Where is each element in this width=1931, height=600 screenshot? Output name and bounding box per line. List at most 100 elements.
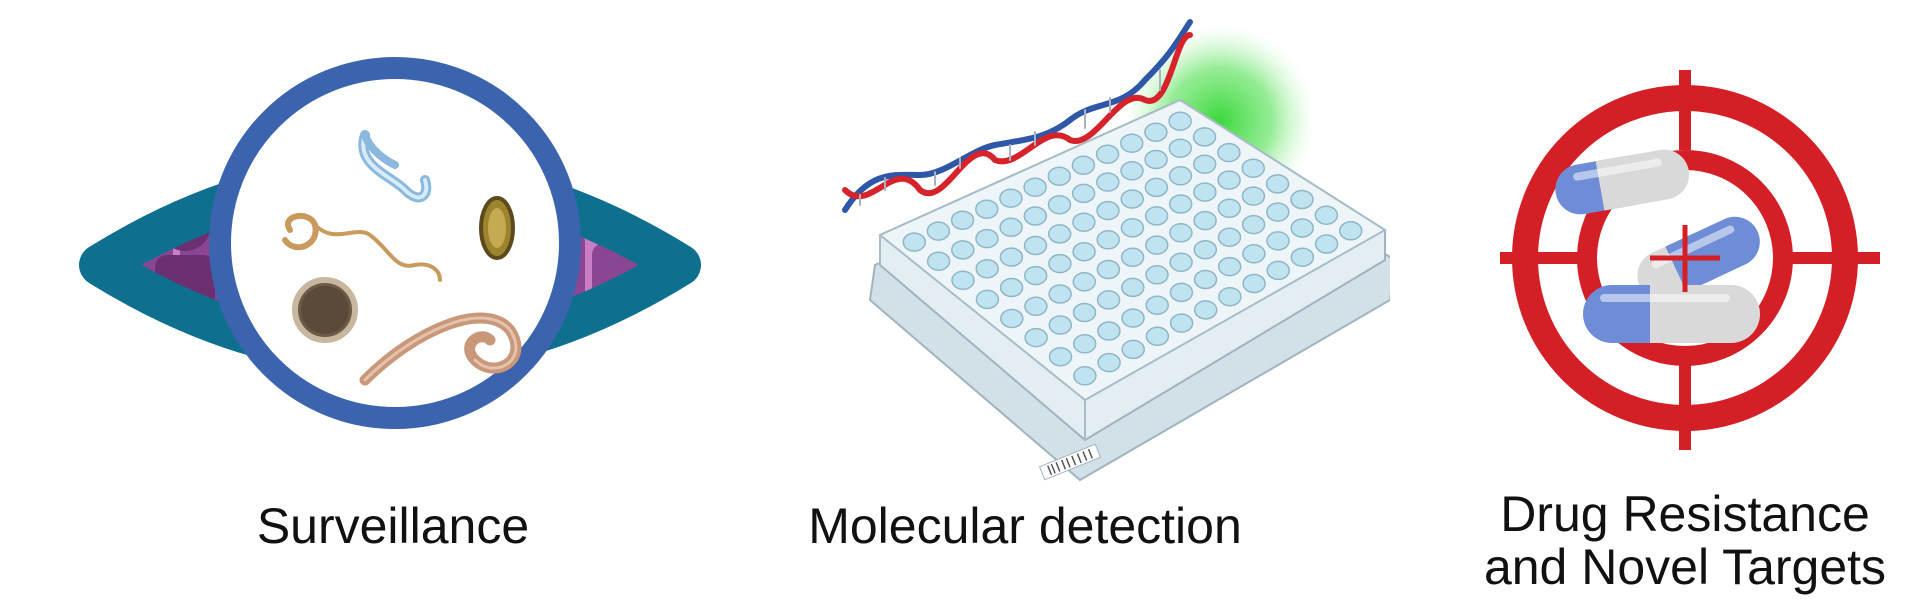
crosshair	[1500, 70, 1880, 450]
plate-well	[1168, 111, 1192, 131]
plate-well	[1193, 239, 1218, 260]
plate-well	[1073, 366, 1097, 386]
plate-well	[1120, 189, 1144, 209]
plate-well	[1096, 200, 1120, 221]
plate-well	[1095, 144, 1120, 164]
plate-well	[1048, 284, 1072, 304]
surveillance-panel	[35, 0, 755, 480]
plate-well	[975, 228, 999, 249]
plate-well	[1023, 265, 1048, 286]
plate-well	[1072, 272, 1097, 292]
plate-well	[1120, 161, 1144, 181]
plate-well	[1121, 339, 1145, 360]
plate-well	[950, 210, 975, 230]
plate-well	[1217, 256, 1242, 277]
plate-well	[1096, 172, 1120, 192]
plate-well	[1097, 321, 1121, 341]
dna-helix-icon	[842, 19, 1193, 213]
plate-well	[1047, 166, 1072, 186]
plate-well	[1169, 313, 1194, 333]
dna-microplate-icon	[842, 19, 1390, 482]
plate-well	[1314, 205, 1339, 225]
plate-well	[1217, 227, 1242, 247]
plate-well	[1048, 315, 1073, 335]
plate-well	[999, 217, 1023, 238]
plate-well	[1217, 170, 1241, 190]
plate-well	[1290, 218, 1314, 238]
plate-well	[1023, 177, 1047, 197]
plate-well	[1024, 327, 1048, 348]
plate-well	[1193, 269, 1218, 290]
drug-resistance-label: Drug Resistance and Novel Targets	[1450, 488, 1920, 594]
plate-well	[1169, 282, 1194, 303]
plate-well	[1168, 194, 1193, 214]
drug-resistance-label-line2: and Novel Targets	[1483, 539, 1887, 595]
capsules	[1555, 149, 1760, 343]
plate-well	[1241, 186, 1266, 206]
plate-well	[999, 277, 1024, 298]
plate-well	[1144, 206, 1169, 226]
plate-well	[1048, 253, 1072, 274]
plate-well	[1121, 308, 1145, 328]
plate-well	[1023, 206, 1048, 226]
surveillance-label: Surveillance	[256, 498, 530, 554]
plate-well	[1242, 244, 1266, 264]
plate-well	[1023, 235, 1048, 256]
plate-well	[951, 270, 975, 291]
plate-well	[1193, 182, 1217, 202]
plate-well	[1048, 346, 1073, 367]
plate-well	[1217, 142, 1241, 163]
plate-well	[975, 199, 999, 219]
plate-well	[1218, 286, 1242, 307]
plate-well	[1071, 183, 1096, 204]
plate-well	[1242, 273, 1266, 294]
plate-well	[1290, 247, 1315, 267]
plate-well	[1024, 296, 1048, 317]
plate-well	[1290, 189, 1314, 210]
plate-well	[1314, 234, 1339, 254]
plate-well	[1144, 177, 1169, 198]
plate-well	[1145, 295, 1169, 315]
plate-well	[1266, 231, 1290, 251]
plate-well	[1193, 300, 1218, 320]
microplate	[868, 98, 1390, 482]
eye-with-parasites-icon	[79, 57, 701, 429]
plate-well	[1217, 198, 1242, 219]
drug-resistance-panel	[1495, 0, 1895, 480]
plate-well	[1241, 158, 1265, 178]
plate-well	[1047, 194, 1072, 215]
plate-well	[975, 258, 999, 279]
plate-well	[1072, 241, 1096, 262]
plate-well	[1096, 290, 1121, 310]
plate-well	[1145, 235, 1169, 255]
plate-well	[1241, 214, 1266, 235]
plate-well	[1193, 210, 1217, 231]
plate-well	[1192, 127, 1217, 147]
plate-well	[1265, 174, 1290, 194]
plate-well	[1072, 212, 1096, 232]
plate-well	[1169, 223, 1193, 243]
plate-well	[975, 289, 1000, 310]
plate-well	[1266, 260, 1290, 281]
plate-well	[1000, 308, 1024, 329]
molecular-detection-panel	[830, 0, 1390, 495]
plate-well	[1144, 149, 1168, 170]
molecular-detection-label: Molecular detection	[808, 498, 1242, 554]
plate-well	[1120, 133, 1144, 153]
plate-wells	[902, 111, 1363, 386]
target-with-capsules-icon	[1500, 70, 1880, 450]
plate-well	[1145, 326, 1170, 347]
plate-well	[1072, 302, 1097, 323]
plate-well	[1168, 138, 1193, 158]
plate-well	[999, 247, 1024, 267]
drug-resistance-label-line1: Drug Resistance	[1500, 486, 1870, 542]
plate-well	[926, 251, 951, 271]
plate-well	[999, 188, 1023, 208]
plate-well	[926, 221, 951, 241]
plate-well	[1144, 122, 1168, 142]
plate-well	[1071, 155, 1096, 175]
plate-well	[902, 232, 927, 252]
plate-well	[1168, 166, 1193, 186]
plate-well	[1192, 154, 1217, 174]
plate-well	[1169, 252, 1193, 273]
